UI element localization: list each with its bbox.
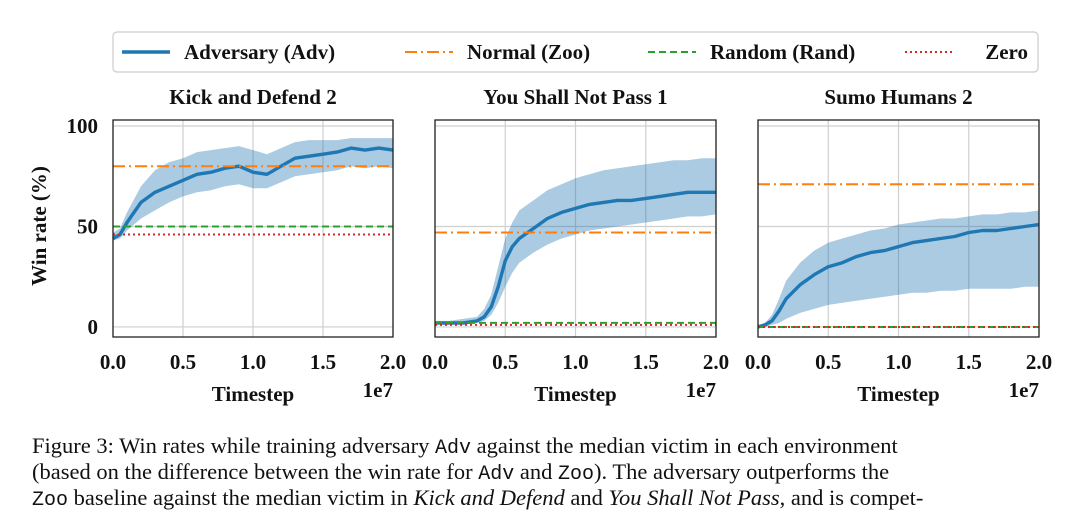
chart-panels: Kick and Defend 2 0.0 0.5 1.0 1.5 2.0 0 50 100 Ti… [67, 85, 1053, 406]
caption-segment: baseline against the median victim in [68, 485, 414, 510]
x-tick-label-3-4: 2.0 [1026, 350, 1052, 374]
caption-line-2: (based on the difference between the win… [32, 459, 1062, 486]
x-tick-label-2-2: 1.0 [562, 350, 588, 374]
legend-label-4: Zero [985, 40, 1028, 64]
x-tick-label-1-2: 1.0 [240, 350, 266, 374]
caption-segment: ). The adversary outperforms the [594, 459, 890, 484]
y-tick-label-1: 50 [77, 214, 98, 238]
axes-frame-2 [434, 119, 717, 338]
caption-segment: Adv [434, 437, 471, 460]
panel-title-2: You Shall Not Pass 1 [483, 85, 667, 109]
x-tick-label-2-0: 0.0 [422, 350, 448, 374]
figure: Adversary (Adv) Normal (Zoo) Random (Rand)… [27, 31, 1053, 406]
y-tick-label-2: 100 [67, 114, 99, 138]
legend-label-2: Normal (Zoo) [467, 40, 590, 64]
panel-title-1: Kick and Defend 2 [169, 85, 336, 109]
series-line-1-1 [112, 146, 394, 240]
x-tick-label-3-1: 0.5 [815, 350, 841, 374]
x-axis-label-3: Timestep [857, 382, 939, 406]
caption-line-1: Figure 3: Win rates while training adver… [32, 433, 1062, 460]
caption-segment: Zoo [32, 489, 69, 512]
caption-segment: (based on the difference between the win… [32, 459, 479, 484]
chart-panel-3: Sumo Humans 2 0.0 0.5 1.0 1.5 2.0 Timestep 1e7 [745, 85, 1052, 406]
series-line-3-1 [757, 222, 1040, 329]
legend: Adversary (Adv) Normal (Zoo) Random (Rand)… [112, 31, 1039, 73]
x-tick-label-2-3: 1.5 [633, 350, 659, 374]
x-tick-label-1-3: 1.5 [310, 350, 336, 374]
x-offset-label-2: 1e7 [686, 378, 716, 402]
caption-segment: Kick and Defend [413, 485, 565, 510]
x-offset-label-3: 1e7 [1009, 378, 1039, 402]
legend-frame [112, 31, 1039, 73]
x-tick-label-1-1: 0.5 [170, 350, 196, 374]
caption-segment: and [514, 459, 559, 484]
x-tick-label-2-4: 2.0 [703, 350, 729, 374]
axes-frame-1 [112, 119, 394, 338]
x-offset-label-1: 1e7 [363, 378, 393, 402]
chart-panel-2: You Shall Not Pass 1 0.0 0.5 1.0 1.5 2.0 Times… [422, 85, 729, 406]
x-axis-label-1: Timestep [212, 382, 294, 406]
x-axis-label-2: Timestep [534, 382, 616, 406]
x-tick-label-3-0: 0.0 [745, 350, 771, 374]
x-tick-label-1-0: 0.0 [100, 350, 126, 374]
caption-segment: , and is compet- [779, 485, 924, 510]
panel-title-3: Sumo Humans 2 [824, 85, 972, 109]
confidence-band-3 [758, 210, 1039, 327]
caption-segment: Zoo [558, 463, 595, 486]
x-tick-label-1-4: 2.0 [380, 350, 406, 374]
y-tick-label-0: 0 [88, 315, 99, 339]
caption-segment: Adv [478, 463, 515, 486]
axes-frame-3 [757, 119, 1040, 338]
caption-segment: You Shall Not Pass [608, 485, 780, 510]
series-line-2-1 [435, 190, 716, 325]
chart-panel-1: Kick and Defend 2 0.0 0.5 1.0 1.5 2.0 0 50 100 Ti… [67, 85, 407, 406]
caption-segment: against the median victim in each enviro… [470, 433, 898, 458]
x-tick-label-3-2: 1.0 [885, 350, 911, 374]
y-axis-label: Win rate (%) [27, 166, 51, 286]
x-tick-label-3-3: 1.5 [956, 350, 982, 374]
figure-caption: Figure 3: Win rates while training adver… [32, 433, 1062, 522]
x-tick-label-2-1: 0.5 [492, 350, 518, 374]
caption-segment: and [564, 485, 609, 510]
legend-label-3: Random (Rand) [710, 40, 855, 64]
caption-line-3: Zoo baseline against the median victim i… [32, 485, 1062, 512]
caption-segment: Figure 3: Win rates while training adver… [32, 433, 435, 458]
legend-label-1: Adversary (Adv) [184, 40, 335, 64]
confidence-band-1 [113, 138, 393, 241]
